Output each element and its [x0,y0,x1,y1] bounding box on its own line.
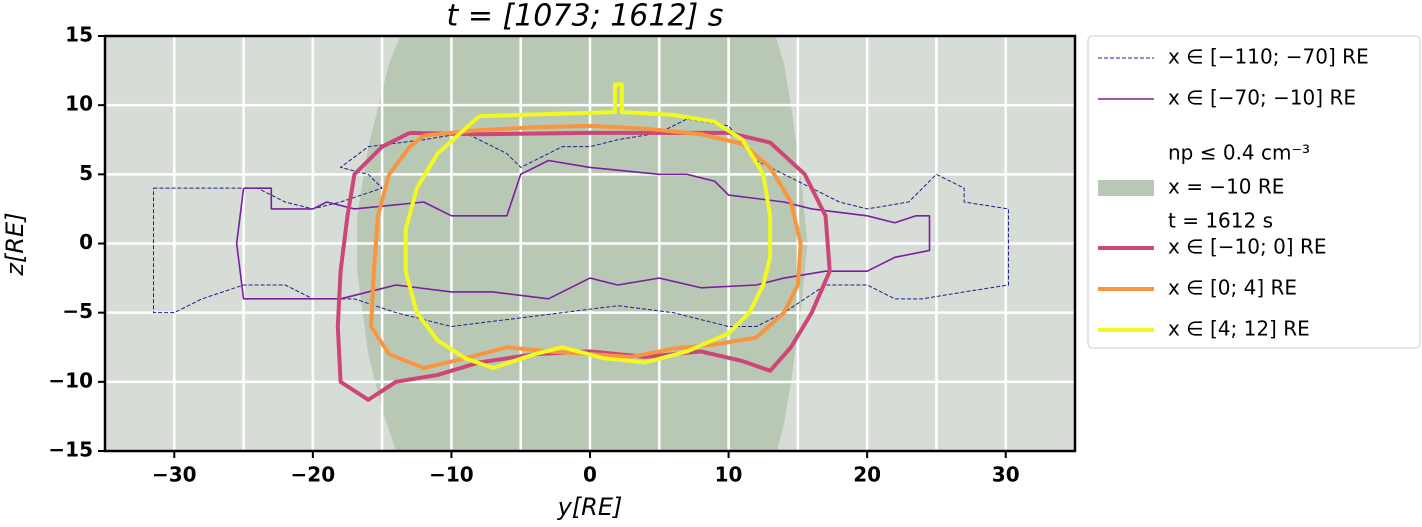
y-tick-label: −15 [48,438,93,462]
x-tick-label: −20 [291,463,336,487]
x-tick-label: 10 [715,463,743,487]
y-tick-label: 10 [65,92,93,116]
y-tick-label: −10 [48,368,93,392]
x-tick-label: 0 [583,463,597,487]
x-tick-label: −30 [152,463,197,487]
legend-label: x ∈ [4; 12] RE [1168,317,1310,341]
contour-line [403,82,773,370]
legend-label: x ∈ [−10; 0] RE [1168,235,1327,259]
contour-line [235,159,931,300]
legend [1087,35,1421,349]
legend-label: t = 1612 s [1168,209,1273,233]
legend-entries: x ∈ [−110; −70] RE x ∈ [−70; −10] RE np ≤ … [1098,45,1369,341]
y-tick-label: 15 [65,23,93,47]
chart-title: t = [1073; 1612] s [447,0,724,34]
x-tick-label: −10 [429,463,474,487]
x-axis-label: y[RE] [557,493,623,521]
y-axis-label: z[RE] [1,212,29,276]
legend-label: np ≤ 0.4 cm⁻³ [1168,141,1310,165]
legend-label: x ∈ [0; 4] RE [1168,276,1297,300]
y-tick-label: 5 [79,161,93,185]
legend-label: x ∈ [−70; −10] RE [1168,86,1356,110]
x-tick-label: 20 [853,463,881,487]
legend-label: x = −10 RE [1168,175,1284,199]
axes: −30 −20 −10 0 10 20 30 −15 −10 −5 0 5 10 15 [48,23,1077,487]
legend-label: x ∈ [−110; −70] RE [1168,45,1369,69]
y-tick-label: −5 [62,299,93,323]
legend-swatch [1098,180,1154,196]
contour-line [335,130,832,402]
plot-area [105,36,1075,451]
y-tick-label: 0 [79,230,93,254]
x-tick-label: 30 [992,463,1020,487]
